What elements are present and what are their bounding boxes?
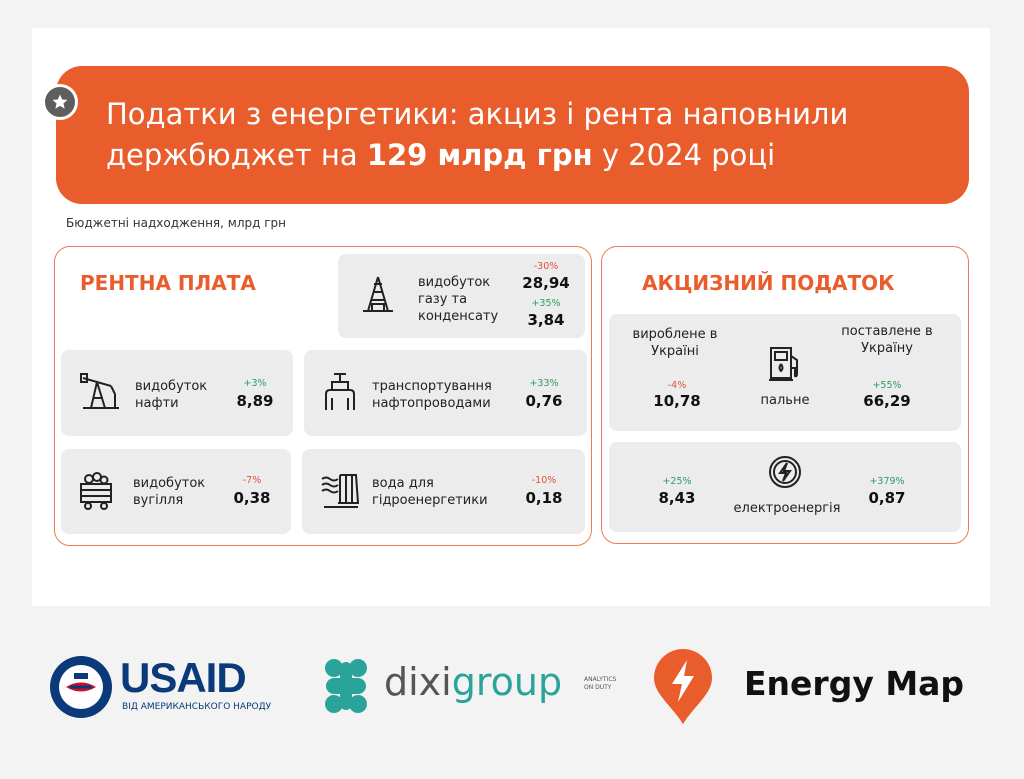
oil-pump-icon bbox=[80, 373, 119, 409]
power-imported-change: +379% bbox=[869, 476, 905, 487]
title-banner: Податки з енергетики: акциз і рента напо… bbox=[56, 66, 969, 204]
usaid-name: USAID bbox=[120, 654, 247, 701]
pipeline-change: +33% bbox=[529, 378, 559, 389]
fuel-tile: вироблене в Україні поставлене в Україну… bbox=[609, 314, 961, 431]
fuel-imported-change: +55% bbox=[872, 380, 902, 391]
dixigroup-tagline: ANALYTICS ON DUTY bbox=[584, 676, 617, 691]
pipeline-tile: транспортування нафтопроводами +33% 0,76 bbox=[304, 350, 587, 436]
imported-label: поставлене в Україну bbox=[841, 324, 933, 356]
energy-map-pin-icon bbox=[654, 649, 712, 724]
gas-label: видобуток газу та конденсату bbox=[418, 275, 499, 324]
fuel-label: пальне bbox=[760, 393, 810, 408]
pipeline-label: транспортування нафтопроводами bbox=[372, 379, 492, 411]
power-label: електроенергія bbox=[733, 501, 841, 516]
dixigroup-logo-icon bbox=[325, 659, 367, 713]
power-produced-change: +25% bbox=[662, 476, 692, 487]
hydro-change: -10% bbox=[531, 475, 557, 486]
gas-change-b: +35% bbox=[531, 298, 561, 309]
usaid-seal-icon bbox=[50, 656, 112, 718]
dixigroup-name: dixigroup bbox=[384, 660, 563, 704]
gas-change-a: -30% bbox=[533, 261, 559, 272]
coal-tile: видобуток вугілля -7% 0,38 bbox=[61, 449, 291, 534]
excise-section bbox=[601, 246, 969, 544]
gas-tile: видобуток газу та конденсату -30% 28,94 … bbox=[338, 254, 585, 338]
oil-tile: видобуток нафти +3% 8,89 bbox=[61, 350, 293, 436]
hydro-value: 0,18 bbox=[525, 489, 563, 507]
produced-label: вироблене в Україні bbox=[632, 327, 718, 359]
coal-change: -7% bbox=[242, 475, 262, 486]
excise-section-title: АКЦИЗНИЙ ПОДАТОК bbox=[642, 271, 895, 295]
oil-label: видобуток нафти bbox=[135, 379, 208, 411]
fuel-imported-value: 66,29 bbox=[863, 392, 911, 410]
coal-value: 0,38 bbox=[233, 489, 271, 507]
pipeline-valve-icon bbox=[325, 373, 355, 410]
energy-map-name: Energy Map bbox=[744, 664, 965, 703]
coal-label: видобуток вугілля bbox=[133, 476, 206, 508]
gas-value-b: 3,84 bbox=[527, 311, 565, 329]
hydro-tile: вода для гідроенергетики -10% 0,18 bbox=[302, 449, 585, 534]
fuel-pump-icon bbox=[769, 347, 798, 381]
partner-logos: USAID ВІД АМЕРИКАНСЬКОГО НАРОДУ dixigrou… bbox=[0, 640, 1024, 740]
fuel-produced-value: 10,78 bbox=[653, 392, 701, 410]
fuel-produced-change: -4% bbox=[667, 380, 687, 391]
gas-value-a: 28,94 bbox=[522, 274, 570, 292]
lightning-circle-icon bbox=[769, 456, 801, 488]
power-produced-value: 8,43 bbox=[658, 489, 696, 507]
rent-section-title: РЕНТНА ПЛАТА bbox=[80, 271, 256, 295]
page-title-line2: держбюджет на 129 млрд грн у 2024 році bbox=[106, 138, 776, 172]
pipeline-value: 0,76 bbox=[525, 392, 563, 410]
coal-cart-icon bbox=[80, 472, 112, 510]
gas-rig-icon bbox=[363, 276, 393, 312]
subtitle: Бюджетні надходження, млрд грн bbox=[66, 216, 286, 230]
hydro-dam-icon bbox=[321, 474, 360, 508]
page-title-line1: Податки з енергетики: акциз і рента напо… bbox=[106, 97, 849, 131]
rent-section bbox=[54, 246, 592, 546]
oil-value: 8,89 bbox=[236, 392, 274, 410]
electricity-tile: +25% 8,43 електроенергія +379% 0,87 bbox=[609, 442, 961, 532]
usaid-tagline: ВІД АМЕРИКАНСЬКОГО НАРОДУ bbox=[122, 702, 272, 712]
oil-change: +3% bbox=[243, 378, 267, 389]
star-icon[interactable] bbox=[42, 84, 78, 120]
hydro-label: вода для гідроенергетики bbox=[372, 476, 488, 508]
power-imported-value: 0,87 bbox=[868, 489, 906, 507]
